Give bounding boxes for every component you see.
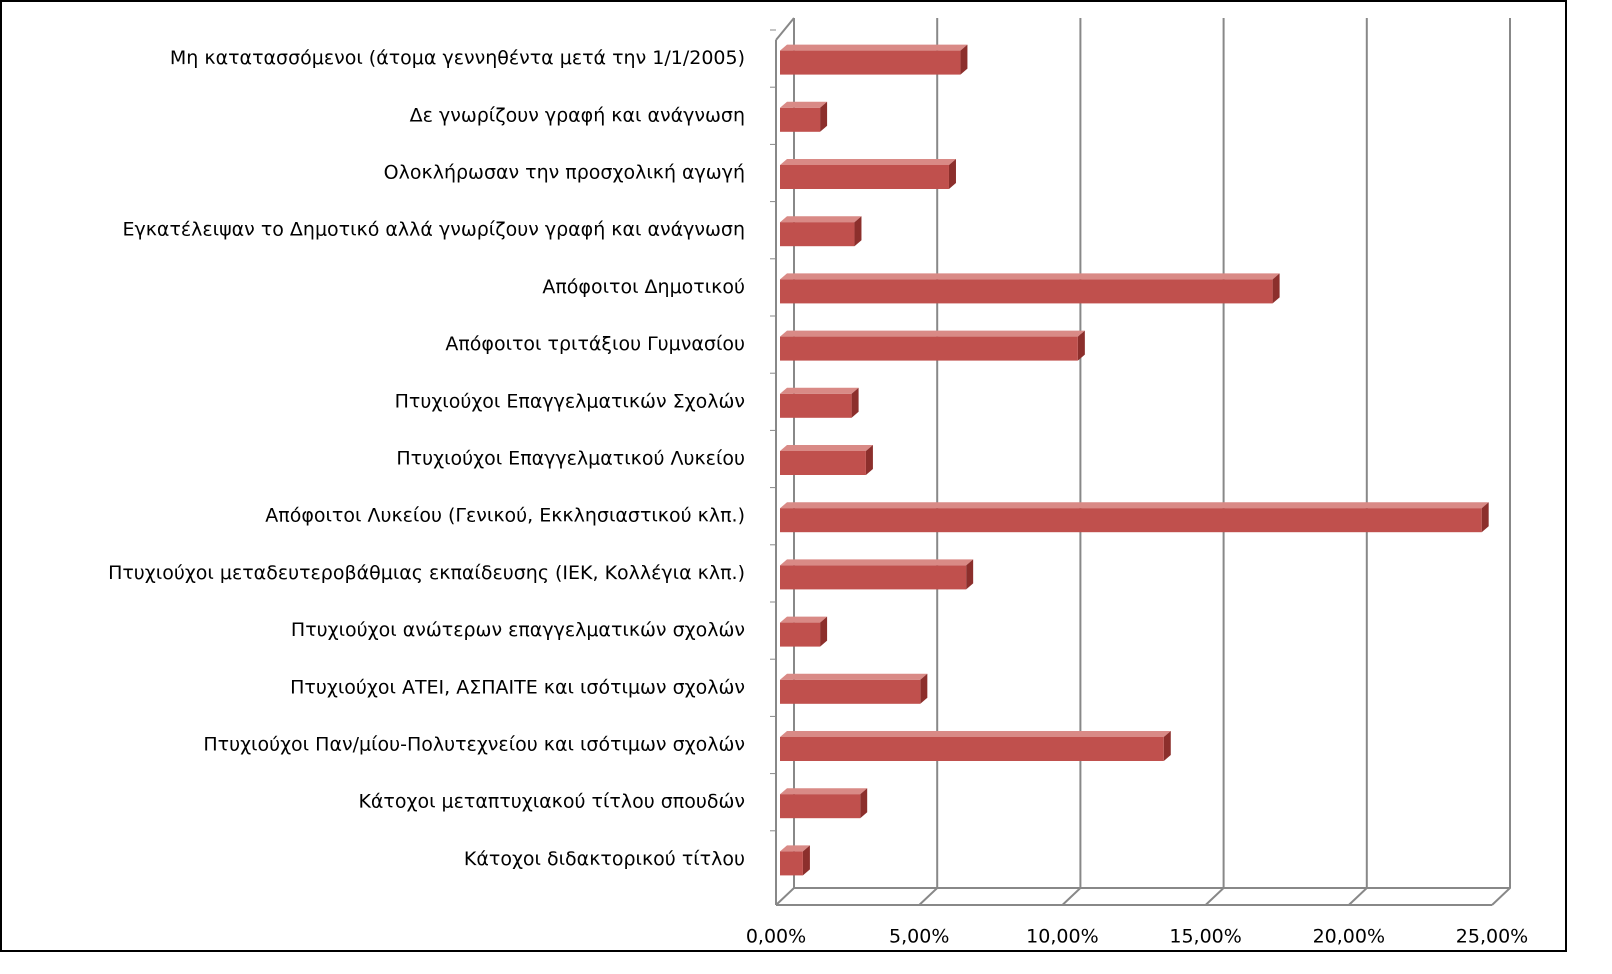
bar-top xyxy=(780,330,1085,337)
bar-side xyxy=(1481,502,1489,533)
bar-top xyxy=(780,445,873,451)
x-tick-label: 25,00% xyxy=(1456,926,1528,948)
bar xyxy=(780,565,967,590)
y-tick-label: Απόφοιτοι τριτάξιου Γυμνασίου xyxy=(445,333,745,355)
bar xyxy=(780,679,921,704)
grid-line xyxy=(1491,18,1511,906)
y-tick-label: Απόφοιτοι Δημοτικού xyxy=(542,276,745,298)
y-tick-label: Εγκατέλειψαν το Δημοτικό αλλά γνωρίζουν … xyxy=(122,219,745,241)
grid-line xyxy=(1061,18,1082,906)
bar xyxy=(780,622,821,647)
bar-side xyxy=(820,616,828,647)
bar-side xyxy=(860,788,868,819)
bar xyxy=(780,279,1273,304)
bar-side xyxy=(802,845,810,876)
y-tick-label: Πτυχιούχοι Επαγγελματικών Σχολών xyxy=(395,390,745,412)
bar xyxy=(780,107,821,132)
bar-top xyxy=(780,788,868,795)
grid-line xyxy=(918,18,939,906)
y-tick-label: Απόφοιτοι Λυκείου (Γενικού, Εκκλησιαστικ… xyxy=(265,505,745,527)
bar-side xyxy=(820,101,828,132)
bar-side xyxy=(966,559,974,590)
bar-side xyxy=(920,673,928,704)
grid-line xyxy=(1204,18,1225,906)
bar-side xyxy=(948,159,956,189)
y-tick-label: Πτυχιούχοι μεταδευτεροβάθμιας εκπαίδευση… xyxy=(108,562,745,584)
bar-top xyxy=(780,502,1489,509)
bar-top xyxy=(780,159,956,165)
bar-side xyxy=(865,445,873,475)
bar xyxy=(780,451,866,475)
bar xyxy=(780,393,852,418)
y-tick-label: Κάτοχοι διδακτορικού τίτλου xyxy=(464,848,745,870)
bar xyxy=(780,508,1482,533)
grid-line xyxy=(1348,18,1368,906)
x-tick-label: 10,00% xyxy=(1026,926,1098,948)
bar-side xyxy=(1077,330,1085,361)
y-tick-label: Ολοκλήρωσαν την προσχολική αγωγή xyxy=(384,162,745,184)
chart-frame xyxy=(0,0,1567,952)
bar-top xyxy=(780,216,862,223)
bar xyxy=(780,737,1164,761)
bar-top xyxy=(780,273,1280,280)
y-tick-label: Πτυχιούχοι ΑΤΕΙ, ΑΣΠΑΙΤΕ και ισότιμων σχ… xyxy=(290,676,745,698)
bar-side xyxy=(851,387,859,418)
bar xyxy=(780,222,855,247)
bar-side xyxy=(854,216,862,247)
bar-top xyxy=(780,559,974,566)
bar-side xyxy=(1272,273,1280,304)
y-tick-label: Πτυχιούχοι Παν/μίου-Πολυτεχνείου και ισό… xyxy=(203,734,745,756)
x-tick-label: 0,00% xyxy=(746,926,806,948)
bar-top xyxy=(780,731,1171,737)
bar-top xyxy=(780,387,859,394)
bar-top xyxy=(780,616,828,623)
bar xyxy=(780,794,861,819)
y-tick-label: Πτυχιούχοι ανώτερων επαγγελματικών σχολώ… xyxy=(291,619,745,641)
bar-top xyxy=(780,101,828,108)
x-tick-label: 20,00% xyxy=(1313,926,1385,948)
grid-line xyxy=(775,18,795,906)
bar-side xyxy=(960,44,968,75)
x-tick-label: 15,00% xyxy=(1169,926,1241,948)
y-tick-label: Μη κατατασσόμενοι (άτομα γεννηθέντα μετά… xyxy=(170,47,745,69)
x-tick-label: 5,00% xyxy=(889,926,949,948)
bar-side xyxy=(1163,731,1171,761)
left-wall-top xyxy=(775,17,795,41)
bar xyxy=(780,165,949,189)
bar-top xyxy=(780,44,968,51)
y-tick-label: Δε γνωρίζουν γραφή και ανάγνωση xyxy=(410,104,745,126)
bar xyxy=(780,336,1078,361)
bar-top xyxy=(780,845,810,852)
bar xyxy=(780,851,803,876)
y-tick-label: Κάτοχοι μεταπτυχιακού τίτλου σπουδών xyxy=(358,791,745,813)
bar-top xyxy=(780,673,928,680)
bar xyxy=(780,50,961,75)
y-tick-label: Πτυχιούχοι Επαγγελματικού Λυκείου xyxy=(396,448,745,470)
